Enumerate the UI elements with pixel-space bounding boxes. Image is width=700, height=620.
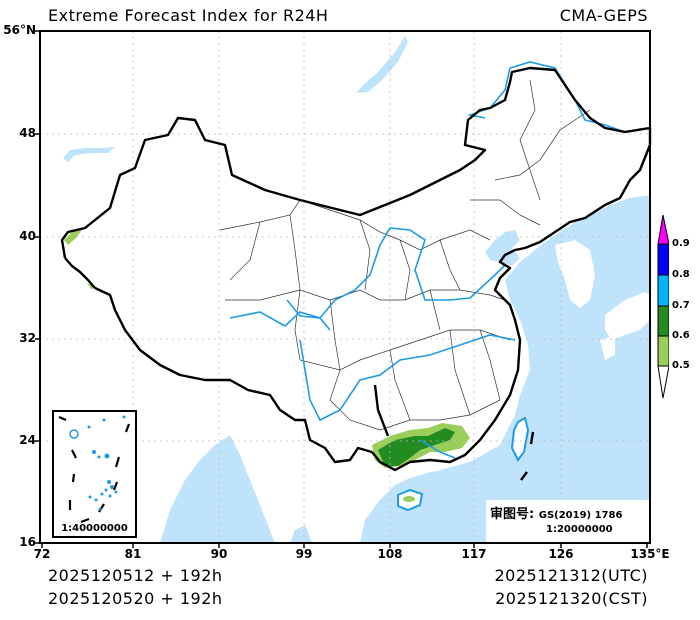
map-scale: 1:20000000 bbox=[546, 524, 613, 535]
x-tick-label: 108 bbox=[377, 547, 403, 561]
valid-time-cst: 2025121320(CST) bbox=[495, 589, 648, 608]
approval-label: 审图号: bbox=[490, 507, 535, 522]
approval-code: GS(2019) 1786 bbox=[538, 510, 623, 521]
province-boundaries bbox=[219, 79, 591, 431]
inset-map bbox=[58, 415, 131, 524]
y-tick-label: 40 bbox=[19, 229, 36, 243]
national-boundary bbox=[60, 66, 652, 472]
y-tick-label: 48 bbox=[19, 126, 36, 140]
x-tick-label: 99 bbox=[295, 547, 313, 561]
x-tick-label: 81 bbox=[124, 547, 142, 561]
colorbar-label: 0.7 bbox=[672, 300, 690, 311]
x-tick-label: 72 bbox=[33, 547, 51, 561]
sea-areas bbox=[63, 36, 650, 543]
inset-scale: 1:40000000 bbox=[61, 523, 128, 534]
x-tick-label: 135°E bbox=[630, 547, 670, 561]
init-time-utc: 2025120512 + 192h bbox=[48, 566, 223, 585]
colorbar-label: 0.6 bbox=[672, 330, 690, 341]
efi-shading bbox=[64, 230, 470, 502]
colorbar-label: 0.8 bbox=[672, 269, 690, 280]
map-frame bbox=[39, 30, 651, 544]
colorbar-label: 0.5 bbox=[672, 360, 690, 371]
y-tick-label: 56°N bbox=[3, 23, 36, 37]
valid-time-utc: 2025121312(UTC) bbox=[494, 566, 648, 585]
model-label: CMA-GEPS bbox=[559, 6, 648, 25]
south-china-sea-inset: 1:40000000 bbox=[52, 410, 137, 538]
x-tick-label: 117 bbox=[461, 547, 487, 561]
map-approval-box: 审图号: GS(2019) 1786 1:20000000 bbox=[486, 500, 649, 542]
y-tick-label: 24 bbox=[19, 433, 36, 447]
y-tick-label: 16 bbox=[19, 535, 36, 549]
y-tick-label: 32 bbox=[19, 331, 36, 345]
x-tick-label: 90 bbox=[210, 547, 228, 561]
init-time-cst: 2025120520 + 192h bbox=[48, 589, 223, 608]
x-tick-label: 126 bbox=[548, 547, 574, 561]
colorbar bbox=[657, 214, 669, 399]
colorbar-label: 0.9 bbox=[672, 238, 690, 249]
chart-title: Extreme Forecast Index for R24H bbox=[48, 6, 329, 25]
